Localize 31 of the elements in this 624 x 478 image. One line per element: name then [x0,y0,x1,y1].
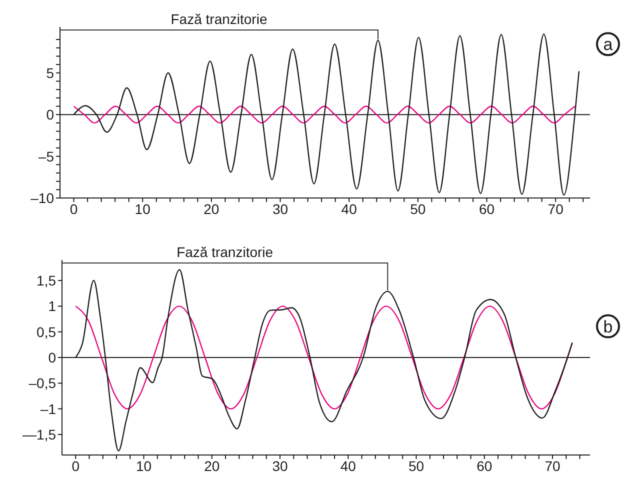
annotation: Fază tranzitorie [170,11,268,27]
y-tick-label: –0,5 [28,375,56,392]
x-tick-label: 10 [136,458,152,474]
x-tick-label: 20 [204,200,220,217]
x-tick-label: 70 [544,458,561,474]
x-tick-label: 30 [272,200,288,217]
y-tick-label: –5 [38,148,54,164]
x-tick-label: 0 [72,458,80,474]
text: a [603,35,614,54]
y-tick-label: 5 [46,64,54,81]
y-tick-label: 1,5 [36,272,56,288]
x-tick-label: 60 [478,200,495,217]
x-tick-label: 10 [134,200,151,217]
y-tick-label: –10 [30,190,54,206]
text: b [603,317,613,336]
y-tick-label: 0,5 [36,324,56,340]
y-tick-label: —1,5 [22,426,56,442]
x-tick-label: 60 [476,458,492,474]
x-tick-label: 30 [272,458,288,474]
y-tick-label: –1 [40,400,56,417]
x-tick-label: 40 [340,458,356,474]
x-tick-label: 40 [341,200,358,217]
annotation: Fază tranzitorie [176,244,274,260]
x-tick-label: 70 [548,200,564,217]
y-tick-label: 0 [46,106,54,123]
x-tick-label: 50 [410,200,426,217]
x-tick-label: 20 [204,458,220,474]
y-tick-label: 0 [48,349,56,366]
x-tick-label: 50 [408,458,424,474]
y-tick-label: 1 [48,298,56,314]
x-tick-label: 0 [70,200,78,217]
